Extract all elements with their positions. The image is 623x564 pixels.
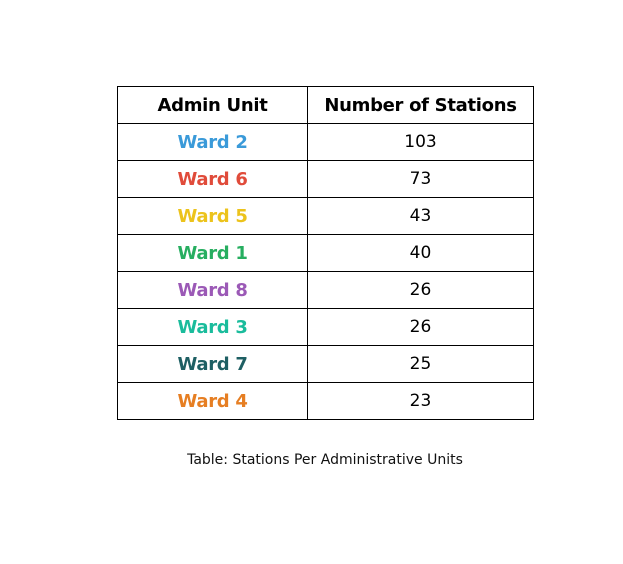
header-number-of-stations: Number of Stations [307, 86, 534, 124]
table-row: Ward 4 23 [117, 382, 534, 420]
header-admin-unit: Admin Unit [117, 86, 308, 124]
table-row: Ward 5 43 [117, 197, 534, 235]
station-count-cell: 43 [307, 197, 534, 235]
station-count-cell: 40 [307, 234, 534, 272]
admin-unit-cell: Ward 5 [117, 197, 308, 235]
table-row: Ward 8 26 [117, 271, 534, 309]
admin-unit-cell: Ward 3 [117, 308, 308, 346]
station-count-cell: 103 [307, 123, 534, 161]
table-row: Ward 3 26 [117, 308, 534, 346]
admin-unit-cell: Ward 2 [117, 123, 308, 161]
table-caption: Table: Stations Per Administrative Units [187, 452, 463, 468]
table-row: Ward 2 103 [117, 123, 534, 161]
station-count-cell: 25 [307, 345, 534, 383]
station-count-cell: 23 [307, 382, 534, 420]
table-row: Ward 1 40 [117, 234, 534, 272]
admin-unit-cell: Ward 7 [117, 345, 308, 383]
table-row: Ward 7 25 [117, 345, 534, 383]
station-count-cell: 26 [307, 308, 534, 346]
station-count-cell: 73 [307, 160, 534, 198]
table-header-row: Admin Unit Number of Stations [117, 86, 534, 124]
station-count-cell: 26 [307, 271, 534, 309]
table-row: Ward 6 73 [117, 160, 534, 198]
stations-table: Admin Unit Number of Stations Ward 2 103 W… [117, 86, 534, 420]
admin-unit-cell: Ward 4 [117, 382, 308, 420]
admin-unit-cell: Ward 8 [117, 271, 308, 309]
admin-unit-cell: Ward 6 [117, 160, 308, 198]
admin-unit-cell: Ward 1 [117, 234, 308, 272]
